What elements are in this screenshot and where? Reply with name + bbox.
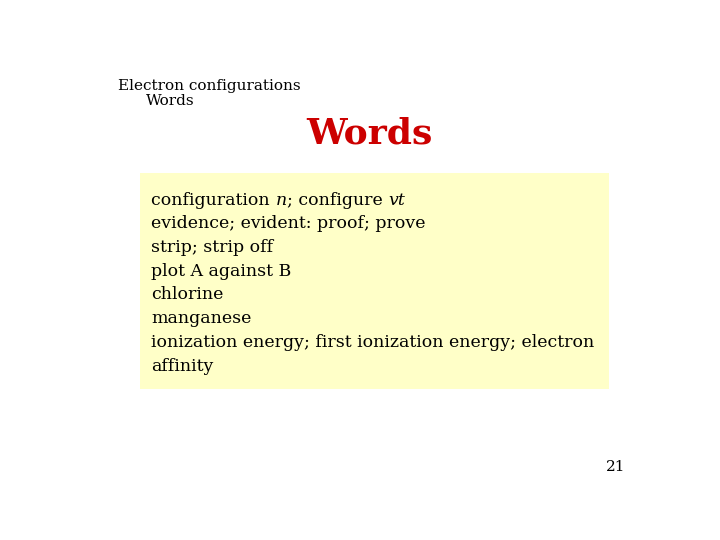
FancyBboxPatch shape	[140, 173, 609, 389]
Text: manganese: manganese	[151, 310, 252, 327]
Text: Words: Words	[145, 94, 194, 108]
Text: vt: vt	[388, 192, 405, 208]
Text: affinity: affinity	[151, 357, 214, 375]
Text: 21: 21	[606, 461, 626, 474]
Text: chlorine: chlorine	[151, 286, 224, 303]
Text: configuration: configuration	[151, 192, 276, 208]
Text: strip; strip off: strip; strip off	[151, 239, 274, 256]
Text: ; configure: ; configure	[287, 192, 388, 208]
Text: ionization energy; first ionization energy; electron: ionization energy; first ionization ener…	[151, 334, 595, 351]
Text: Words: Words	[306, 117, 432, 151]
Text: evidence; evident: proof; prove: evidence; evident: proof; prove	[151, 215, 426, 232]
Text: n: n	[276, 192, 287, 208]
Text: Electron configurations: Electron configurations	[118, 79, 300, 93]
Text: plot A against B: plot A against B	[151, 263, 292, 280]
